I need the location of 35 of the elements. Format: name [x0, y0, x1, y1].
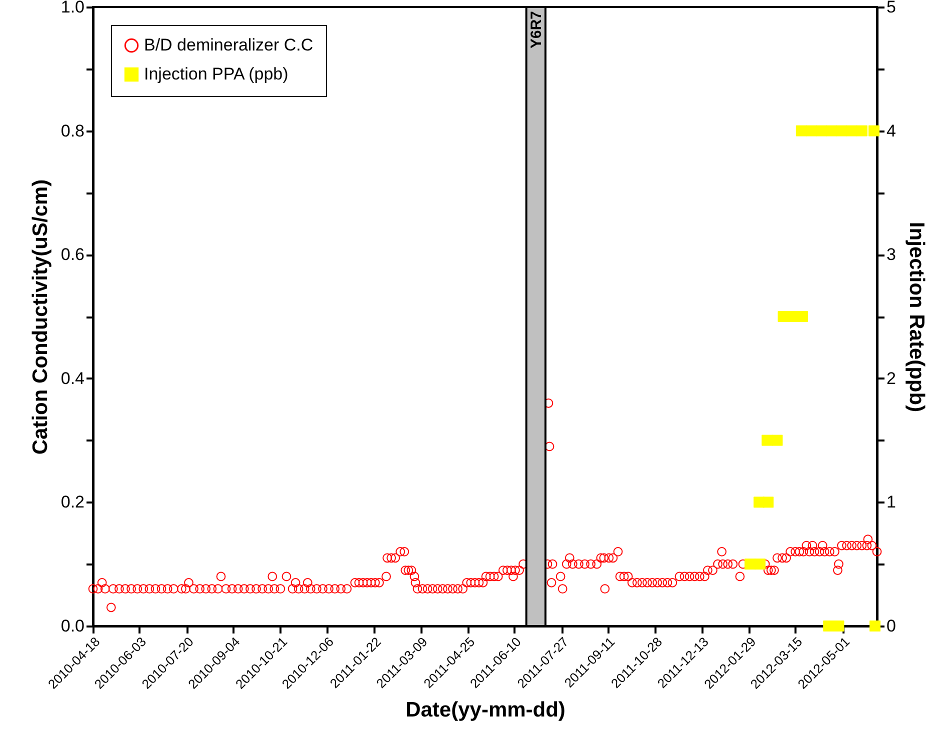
point — [762, 434, 773, 446]
y2-tick-label: 0 — [886, 616, 896, 636]
point — [856, 125, 868, 136]
point — [868, 125, 880, 136]
point — [816, 125, 828, 136]
y2-tick-label: 5 — [886, 0, 896, 16]
y-tick-label: 0.6 — [60, 245, 84, 264]
point — [796, 125, 807, 136]
y2-tick-label: 4 — [886, 121, 896, 140]
point — [833, 620, 844, 632]
point — [754, 558, 766, 570]
x-axis-title: Date(yy-mm-dd) — [406, 698, 566, 722]
y2-tick-label: 1 — [886, 492, 896, 512]
y-tick-label: 0.8 — [60, 121, 84, 140]
y2-axis-title: Injection Rate(ppb) — [904, 222, 928, 412]
y-tick-label: 0.2 — [60, 492, 84, 512]
y-tick-label: 1.0 — [60, 0, 84, 16]
y2-tick-label: 2 — [886, 368, 896, 388]
point — [869, 620, 880, 632]
point — [772, 434, 783, 446]
band-label: Y6R7 — [528, 11, 545, 49]
y-tick-label: 0.4 — [60, 368, 84, 388]
point — [826, 125, 838, 136]
y-axis-title: Cation Conductivity(uS/cm) — [28, 179, 52, 455]
y-tick-label: 0.0 — [60, 616, 84, 636]
legend-label: B/D demineralizer C.C — [144, 36, 314, 54]
point — [744, 558, 756, 570]
point — [762, 496, 774, 508]
point — [836, 125, 848, 136]
point — [846, 125, 858, 136]
y2-tick-label: 3 — [886, 245, 896, 264]
point — [778, 311, 789, 322]
point — [806, 125, 817, 136]
legend-label: Injection PPA (ppb) — [144, 64, 288, 84]
point — [823, 620, 834, 632]
